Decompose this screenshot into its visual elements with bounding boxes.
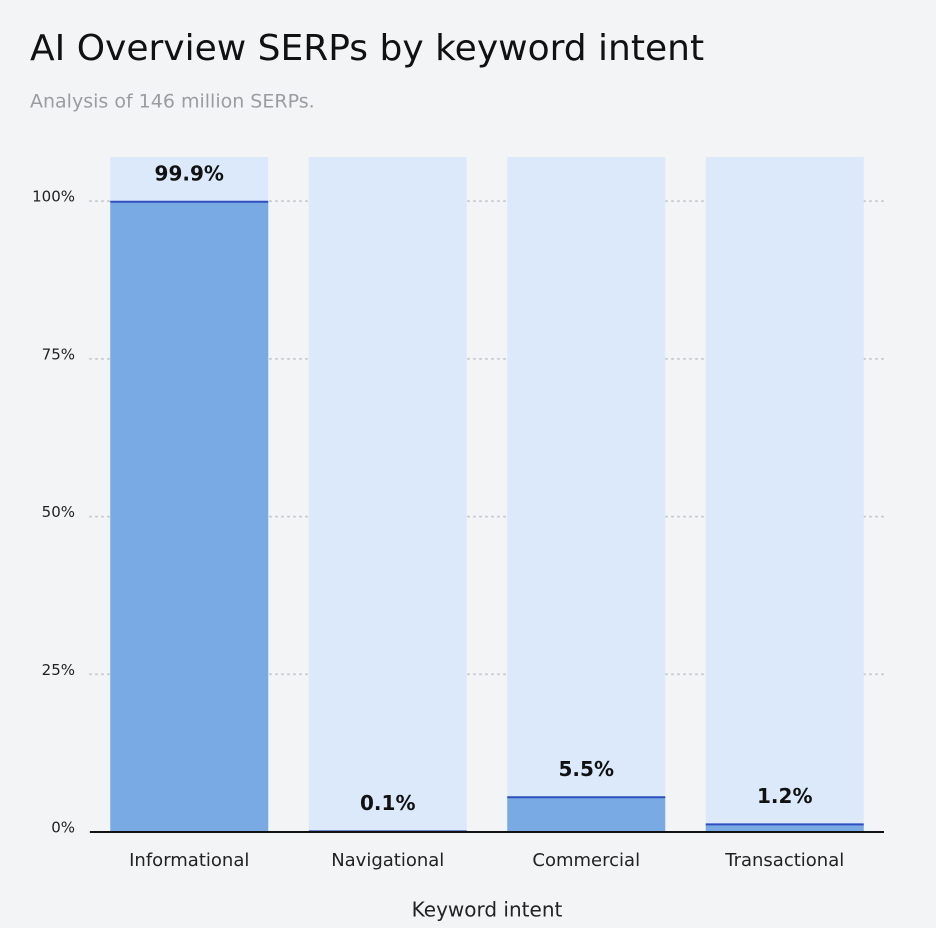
y-tick-label: 25%	[42, 661, 75, 679]
x-tick-label: Informational	[129, 850, 249, 871]
x-tick-label: Commercial	[532, 850, 640, 871]
bar	[705, 824, 864, 832]
y-tick-label: 75%	[42, 345, 75, 363]
x-tick-label: Transactional	[724, 850, 844, 871]
value-label: 0.1%	[360, 791, 415, 815]
bar-track	[308, 157, 467, 832]
chart-subtitle: Analysis of 146 million SERPs.	[30, 91, 315, 113]
y-tick-label: 0%	[51, 819, 75, 837]
chart-title: AI Overview SERPs by keyword intent	[30, 28, 704, 69]
bar	[507, 797, 666, 832]
bar-track	[507, 157, 666, 832]
y-tick-label: 100%	[32, 188, 75, 206]
y-tick-label: 50%	[42, 503, 75, 521]
bar-track	[705, 157, 864, 832]
x-axis-label: Keyword intent	[412, 898, 563, 922]
x-tick-label: Navigational	[331, 850, 444, 871]
value-label: 99.9%	[155, 161, 224, 185]
bar	[110, 201, 269, 832]
value-label: 5.5%	[559, 757, 614, 781]
value-label: 1.2%	[757, 784, 812, 808]
